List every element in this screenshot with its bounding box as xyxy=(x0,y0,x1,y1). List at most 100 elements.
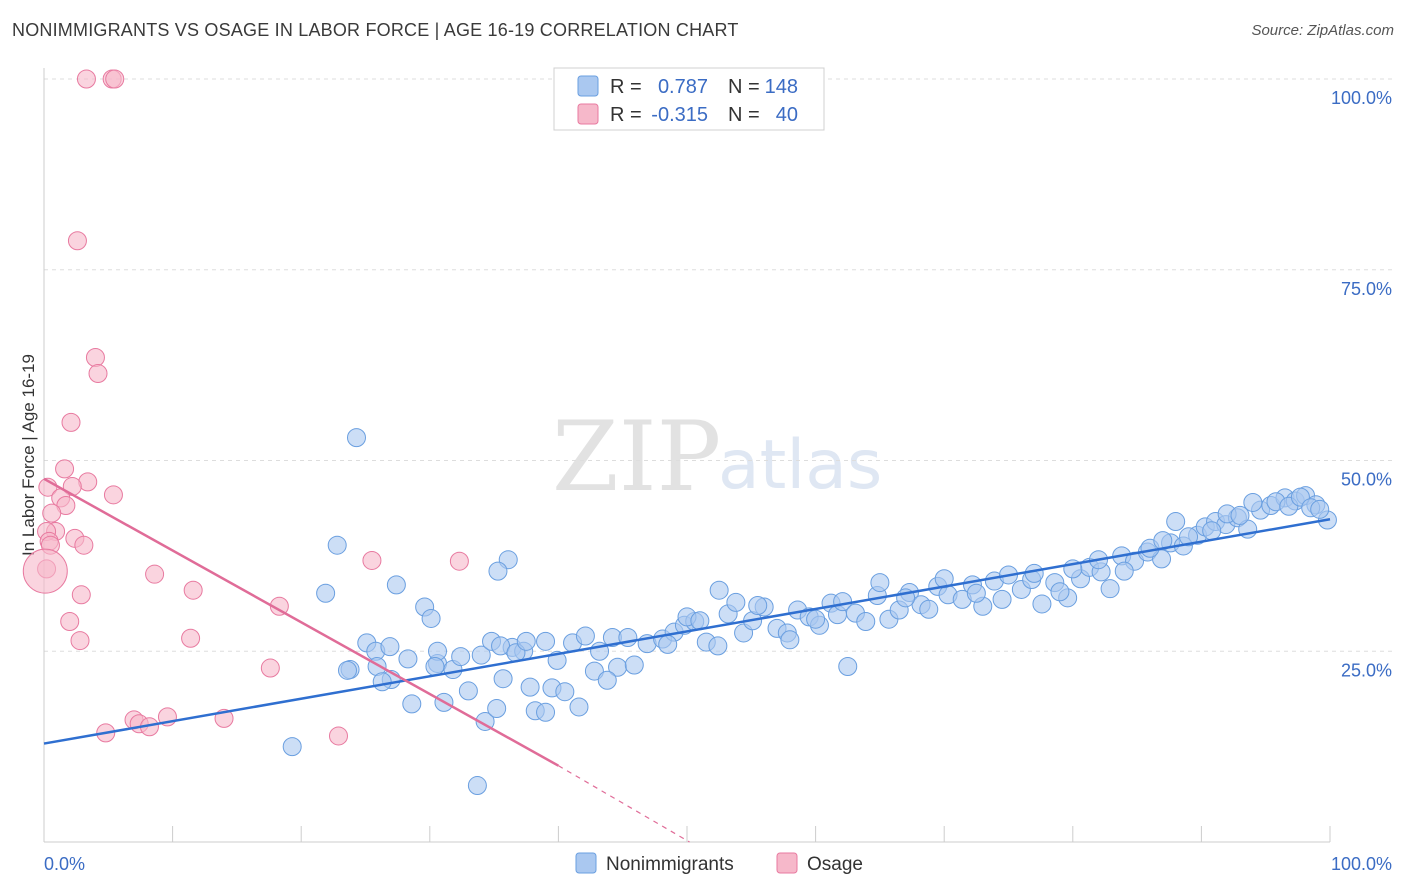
y-tick-labels: 25.0% 50.0% 75.0% 100.0% xyxy=(1331,88,1392,680)
chart-title: NONIMMIGRANTS VS OSAGE IN LABOR FORCE | … xyxy=(12,20,739,40)
nonimmigrants-point xyxy=(806,609,826,629)
osage-points xyxy=(22,69,469,746)
nonimmigrants-point xyxy=(1310,499,1330,519)
legend-n-label-2: N = xyxy=(728,104,760,126)
nonimmigrants-point xyxy=(569,697,589,717)
nonimmigrants-point xyxy=(709,580,729,600)
nonimmigrants-point xyxy=(398,649,418,669)
bottom-legend-label-nonimmigrants: Nonimmigrants xyxy=(606,854,734,875)
legend-r-label-1: R = xyxy=(610,76,642,98)
y-tick-label: 100.0% xyxy=(1331,88,1392,108)
nonimmigrants-point xyxy=(992,589,1012,609)
osage-point xyxy=(67,231,87,251)
osage-trend-line xyxy=(43,477,560,767)
osage-point xyxy=(70,631,90,651)
nonimmigrants-point xyxy=(856,611,876,631)
nonimmigrants-point xyxy=(282,737,302,757)
nonimmigrants-point xyxy=(337,660,357,680)
nonimmigrants-point xyxy=(624,655,644,675)
legend-r-label-2: R = xyxy=(610,104,642,126)
nonimmigrants-point xyxy=(487,698,507,718)
osage-point xyxy=(60,611,80,631)
osage-point xyxy=(42,503,62,523)
osage-point xyxy=(22,548,68,594)
osage-point xyxy=(71,585,91,605)
bottom-legend: Nonimmigrants Osage xyxy=(575,852,863,875)
trend-lines xyxy=(43,477,1331,843)
nonimmigrants-point xyxy=(488,561,508,581)
nonimmigrants-point xyxy=(1166,512,1186,532)
nonimmigrants-point xyxy=(966,583,986,603)
nonimmigrants-point xyxy=(346,428,366,448)
legend-n-value-2: 40 xyxy=(776,104,798,126)
nonimmigrants-point xyxy=(327,535,347,555)
x-tick-label-min: 0.0% xyxy=(44,854,85,874)
nonimmigrants-point xyxy=(536,631,556,651)
legend-n-value-1: 148 xyxy=(765,76,798,98)
nonimmigrants-point xyxy=(372,672,392,692)
nonimmigrants-point xyxy=(458,681,478,701)
osage-point xyxy=(181,628,201,648)
bottom-legend-swatch-osage xyxy=(776,852,798,874)
osage-point xyxy=(449,551,469,571)
nonimmigrants-point xyxy=(421,608,441,628)
bottom-legend-swatch-nonimmigrants xyxy=(575,852,597,874)
legend-r-value-1: 0.787 xyxy=(658,76,708,98)
x-tick-label-max: 100.0% xyxy=(1331,854,1392,874)
nonimmigrants-point xyxy=(1243,492,1263,512)
nonimmigrants-point xyxy=(838,657,858,677)
legend-swatch-nonimmigrants xyxy=(577,75,599,97)
nonimmigrants-point xyxy=(870,573,890,593)
y-tick-label: 75.0% xyxy=(1341,279,1392,299)
nonimmigrants-point xyxy=(402,694,422,714)
nonimmigrants-point xyxy=(1024,563,1044,583)
nonimmigrants-point xyxy=(516,631,536,651)
nonimmigrants-point xyxy=(1114,561,1134,581)
nonimmigrants-point xyxy=(467,776,487,796)
nonimmigrants-point xyxy=(493,669,513,689)
watermark-atlas: atlas xyxy=(718,426,882,505)
osage-point xyxy=(61,412,81,432)
osage-point xyxy=(145,564,165,584)
osage-point xyxy=(362,550,382,570)
nonimmigrants-point xyxy=(555,682,575,702)
legend-n-label-1: N = xyxy=(728,76,760,98)
legend-box xyxy=(553,67,825,131)
nonimmigrants-point xyxy=(597,670,617,690)
osage-point xyxy=(260,658,280,678)
legend-r-value-2: -0.315 xyxy=(651,104,708,126)
nonimmigrants-point xyxy=(536,702,556,722)
nonimmigrants-point xyxy=(471,645,491,665)
nonimmigrants-point xyxy=(386,575,406,595)
nonimmigrants-point xyxy=(575,626,595,646)
nonimmigrants-point xyxy=(520,677,540,697)
osage-point xyxy=(88,364,108,384)
y-axis-label: In Labor Force | Age 16-19 xyxy=(19,354,38,556)
nonimmigrants-point xyxy=(748,595,768,615)
nonimmigrants-point xyxy=(451,647,471,667)
watermark-zip: ZIP xyxy=(552,401,721,513)
osage-point xyxy=(103,485,123,505)
nonimmigrants-point xyxy=(658,634,678,654)
osage-point xyxy=(76,69,96,89)
osage-point xyxy=(328,726,348,746)
nonimmigrants-point xyxy=(380,637,400,657)
y-tick-label: 25.0% xyxy=(1341,660,1392,680)
y-tick-label: 50.0% xyxy=(1341,470,1392,490)
source-label: Source: ZipAtlas.com xyxy=(1251,22,1394,39)
nonimmigrants-trend-line xyxy=(43,518,1331,745)
legend: R = 0.787 N = 148 R = -0.315 N = 40 xyxy=(553,67,825,131)
nonimmigrants-point xyxy=(1230,505,1250,525)
nonimmigrants-point xyxy=(1050,582,1070,602)
nonimmigrants-point xyxy=(919,599,939,619)
nonimmigrants-point xyxy=(1179,527,1199,547)
nonimmigrants-point xyxy=(584,661,604,681)
osage-point xyxy=(105,69,125,89)
legend-swatch-osage xyxy=(577,103,599,125)
bottom-legend-label-osage: Osage xyxy=(807,854,863,875)
gridlines xyxy=(44,78,1392,652)
osage-point xyxy=(183,580,203,600)
osage-point xyxy=(85,347,105,367)
nonimmigrants-point xyxy=(1202,521,1222,541)
